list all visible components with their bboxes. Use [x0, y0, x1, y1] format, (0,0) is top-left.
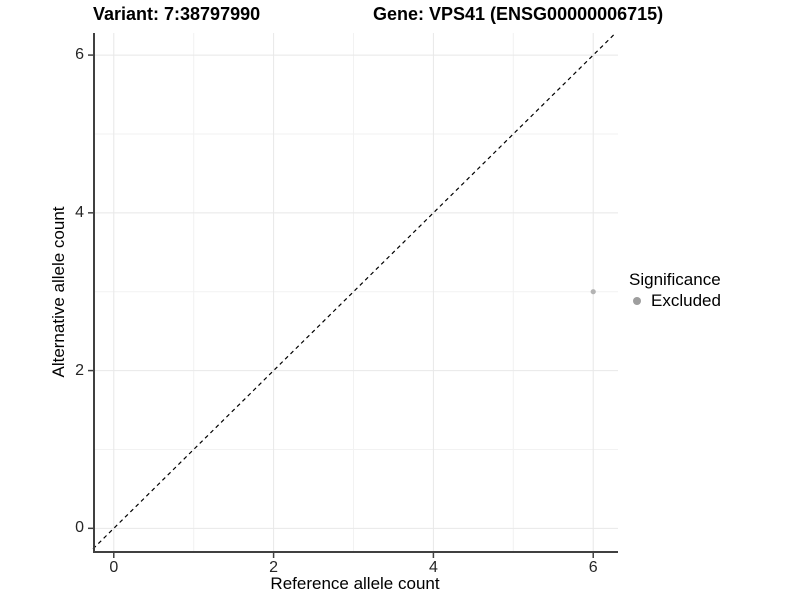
- y-axis-title: Alternative allele count: [49, 206, 68, 378]
- x-tick-label: 2: [269, 559, 279, 576]
- identity-reference-line: [92, 32, 617, 550]
- legend: Significance Excluded: [629, 270, 721, 310]
- legend-item-label: Excluded: [651, 291, 721, 310]
- y-tick-label: 0: [75, 519, 84, 537]
- x-axis-title: Reference allele count: [270, 574, 440, 593]
- x-tick-label: 4: [428, 559, 438, 576]
- y-tick-label: 6: [75, 46, 84, 64]
- plot-title-gene: Gene: VPS41 (ENSG00000006715): [373, 4, 664, 24]
- legend-title: Significance: [629, 270, 721, 289]
- data-point: [590, 289, 596, 295]
- plot-title-variant: Variant: 7:38797990: [93, 4, 261, 24]
- axis-lines: [93, 33, 618, 553]
- x-tick-label: 6: [588, 559, 598, 576]
- legend-point-icon: [633, 297, 641, 305]
- y-tick-label: 4: [75, 203, 84, 221]
- y-tick-label: 2: [75, 361, 84, 379]
- legend-item-excluded: Excluded: [629, 292, 721, 310]
- x-tick-label: 0: [109, 559, 119, 576]
